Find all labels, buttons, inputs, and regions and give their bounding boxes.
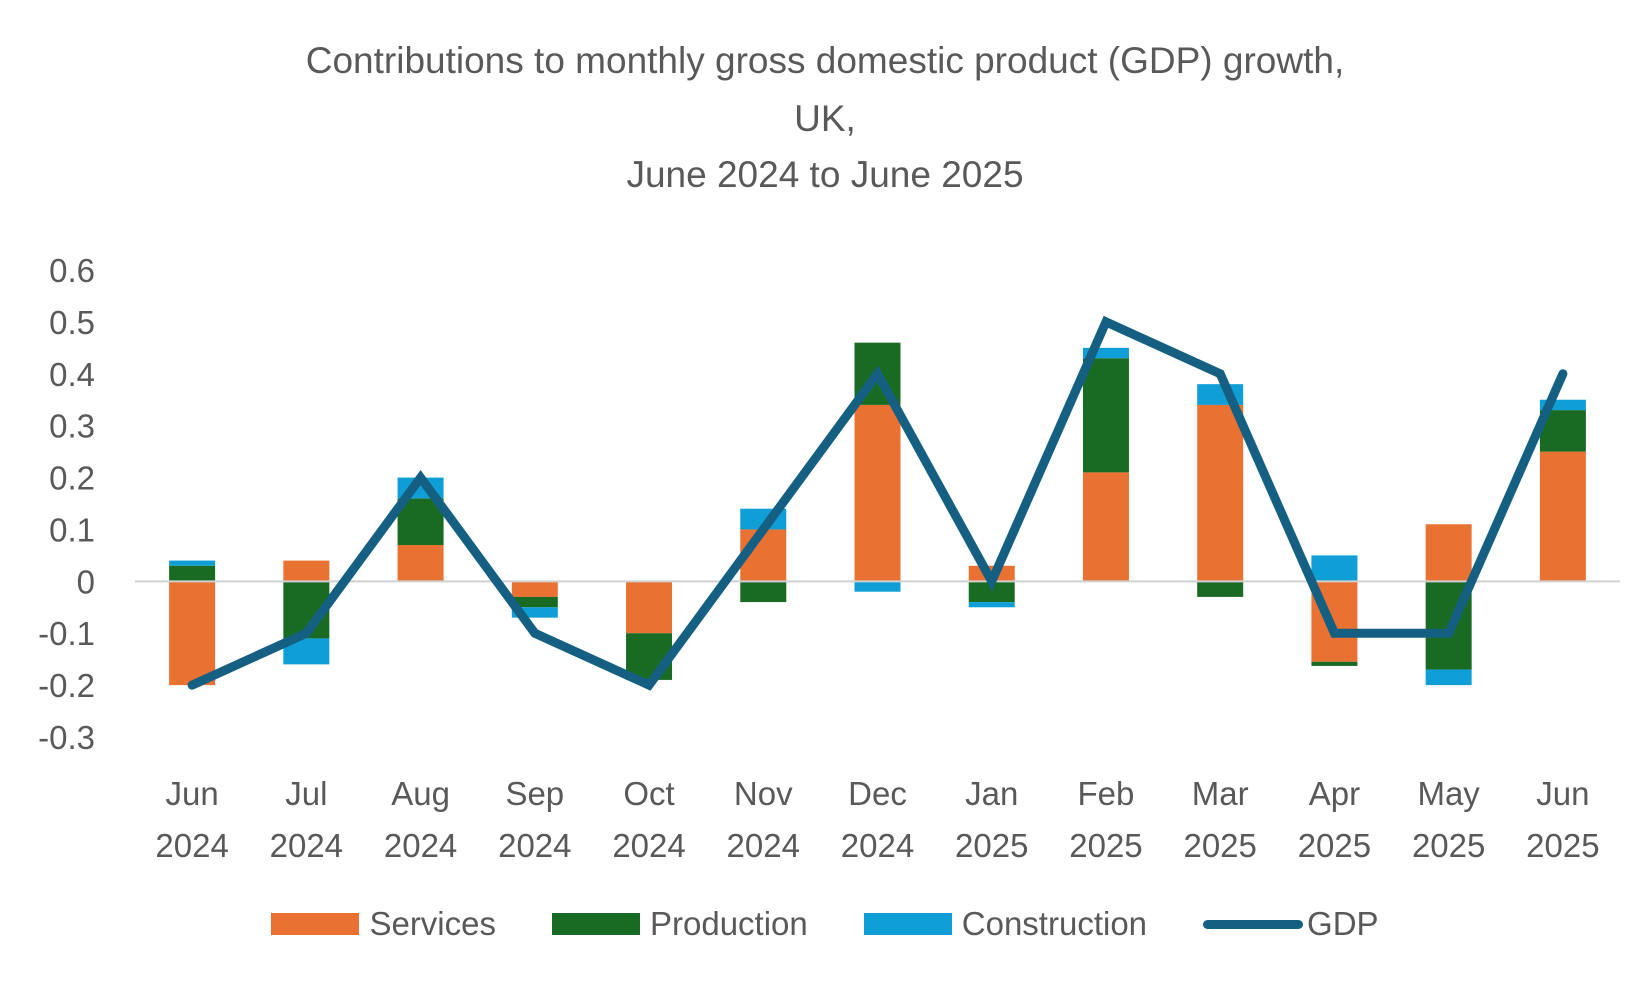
x-tick-label-year: 2025: [1298, 827, 1371, 864]
x-tick-label-year: 2025: [1183, 827, 1256, 864]
x-tick-label-month: Nov: [734, 775, 793, 812]
bar-construction: [1082, 347, 1129, 359]
bar-services: [1539, 451, 1586, 582]
bar-construction: [854, 581, 901, 592]
bar-production: [1082, 358, 1129, 473]
bar-services: [169, 581, 216, 686]
legend-label-production: Production: [650, 905, 808, 942]
y-tick-label: 0.3: [49, 408, 95, 445]
legend-swatch-production: [552, 913, 640, 935]
legend-label-gdp: GDP: [1307, 905, 1379, 942]
x-tick-label-year: 2024: [270, 827, 343, 864]
bar-services: [511, 581, 558, 597]
bar-services: [1082, 472, 1129, 582]
y-tick-label: -0.3: [38, 719, 95, 756]
legend-item-production: Production: [552, 905, 808, 943]
chart-title-line-3: June 2024 to June 2025: [626, 154, 1024, 195]
bar-production: [1311, 661, 1358, 666]
y-tick-label: -0.1: [38, 615, 95, 652]
x-tick-label-month: Sep: [505, 775, 564, 812]
bar-production: [1197, 581, 1244, 597]
x-tick-label-month: Mar: [1192, 775, 1249, 812]
x-tick-label-month: Oct: [623, 775, 674, 812]
legend-line-gdp: [1203, 919, 1304, 929]
x-tick-label-month: Jun: [166, 775, 219, 812]
bar-construction: [1425, 669, 1472, 686]
x-tick-label-month: Jul: [285, 775, 327, 812]
x-tick-label-month: May: [1417, 775, 1480, 812]
bar-production: [626, 633, 673, 680]
x-tick-label-year: 2025: [1526, 827, 1599, 864]
legend-label-construction: Construction: [961, 905, 1148, 942]
x-tick-label-year: 2025: [955, 827, 1028, 864]
legend-swatch-construction: [863, 913, 952, 935]
legend-item-services: Services: [271, 905, 496, 943]
x-tick-label-month: Apr: [1309, 775, 1360, 812]
bar-construction: [1311, 555, 1358, 582]
plot-area: 0.6 0.5 0.4 0.3 0.2 0.1 0 -0.1 -0.2 -0.3 Jun 2024 Ju…: [38, 252, 1620, 864]
bar-production: [740, 581, 787, 603]
legend-item-construction: Construction: [863, 905, 1148, 943]
bar-construction: [968, 602, 1015, 608]
y-tick-label: 0.2: [49, 460, 95, 497]
x-tick-label-month: Jan: [965, 775, 1018, 812]
bar-services: [854, 404, 901, 582]
x-tick-label-month: Feb: [1078, 775, 1135, 812]
x-tick-label-year: 2024: [498, 827, 571, 864]
x-tick-label-year: 2024: [384, 827, 457, 864]
bar-services: [283, 560, 330, 582]
bar-services: [397, 545, 444, 582]
bar-construction: [1539, 399, 1586, 411]
x-tick-label-year: 2025: [1069, 827, 1142, 864]
bar-production: [968, 581, 1015, 603]
x-tick-label-year: 2024: [612, 827, 685, 864]
bar-construction: [511, 607, 558, 618]
x-tick-label-year: 2024: [155, 827, 228, 864]
chart-title-line-1: Contributions to monthly gross domestic …: [305, 40, 1345, 81]
x-tick-label-month: Dec: [848, 775, 907, 812]
bar-services: [1197, 404, 1244, 582]
y-tick-label: 0.1: [49, 511, 95, 548]
y-tick-label: -0.2: [38, 667, 95, 704]
legend-swatch-services: [271, 913, 360, 935]
legend-item-gdp: GDP: [1203, 905, 1379, 943]
bar-services: [1425, 524, 1472, 582]
x-tick-label-month: Aug: [391, 775, 450, 812]
y-tick-label: 0.6: [49, 252, 95, 289]
x-tick-label-year: 2025: [1412, 827, 1485, 864]
x-tick-label-month: Jun: [1536, 775, 1589, 812]
bar-construction: [169, 560, 216, 566]
bar-production: [397, 498, 444, 546]
bar-production: [169, 565, 216, 582]
line-gdp: [187, 315, 1568, 691]
y-tick-label: 0.5: [49, 304, 95, 341]
x-tick-label-year: 2024: [727, 827, 800, 864]
bar-services: [626, 581, 673, 634]
bar-production: [511, 596, 558, 608]
chart-title-line-2: UK,: [794, 98, 856, 139]
y-tick-label: 0.4: [49, 356, 95, 393]
legend-label-services: Services: [369, 905, 496, 942]
x-tick-label-year: 2024: [841, 827, 914, 864]
y-tick-label: 0: [77, 563, 95, 600]
legend: Services Production Construction GDP: [0, 905, 1650, 943]
